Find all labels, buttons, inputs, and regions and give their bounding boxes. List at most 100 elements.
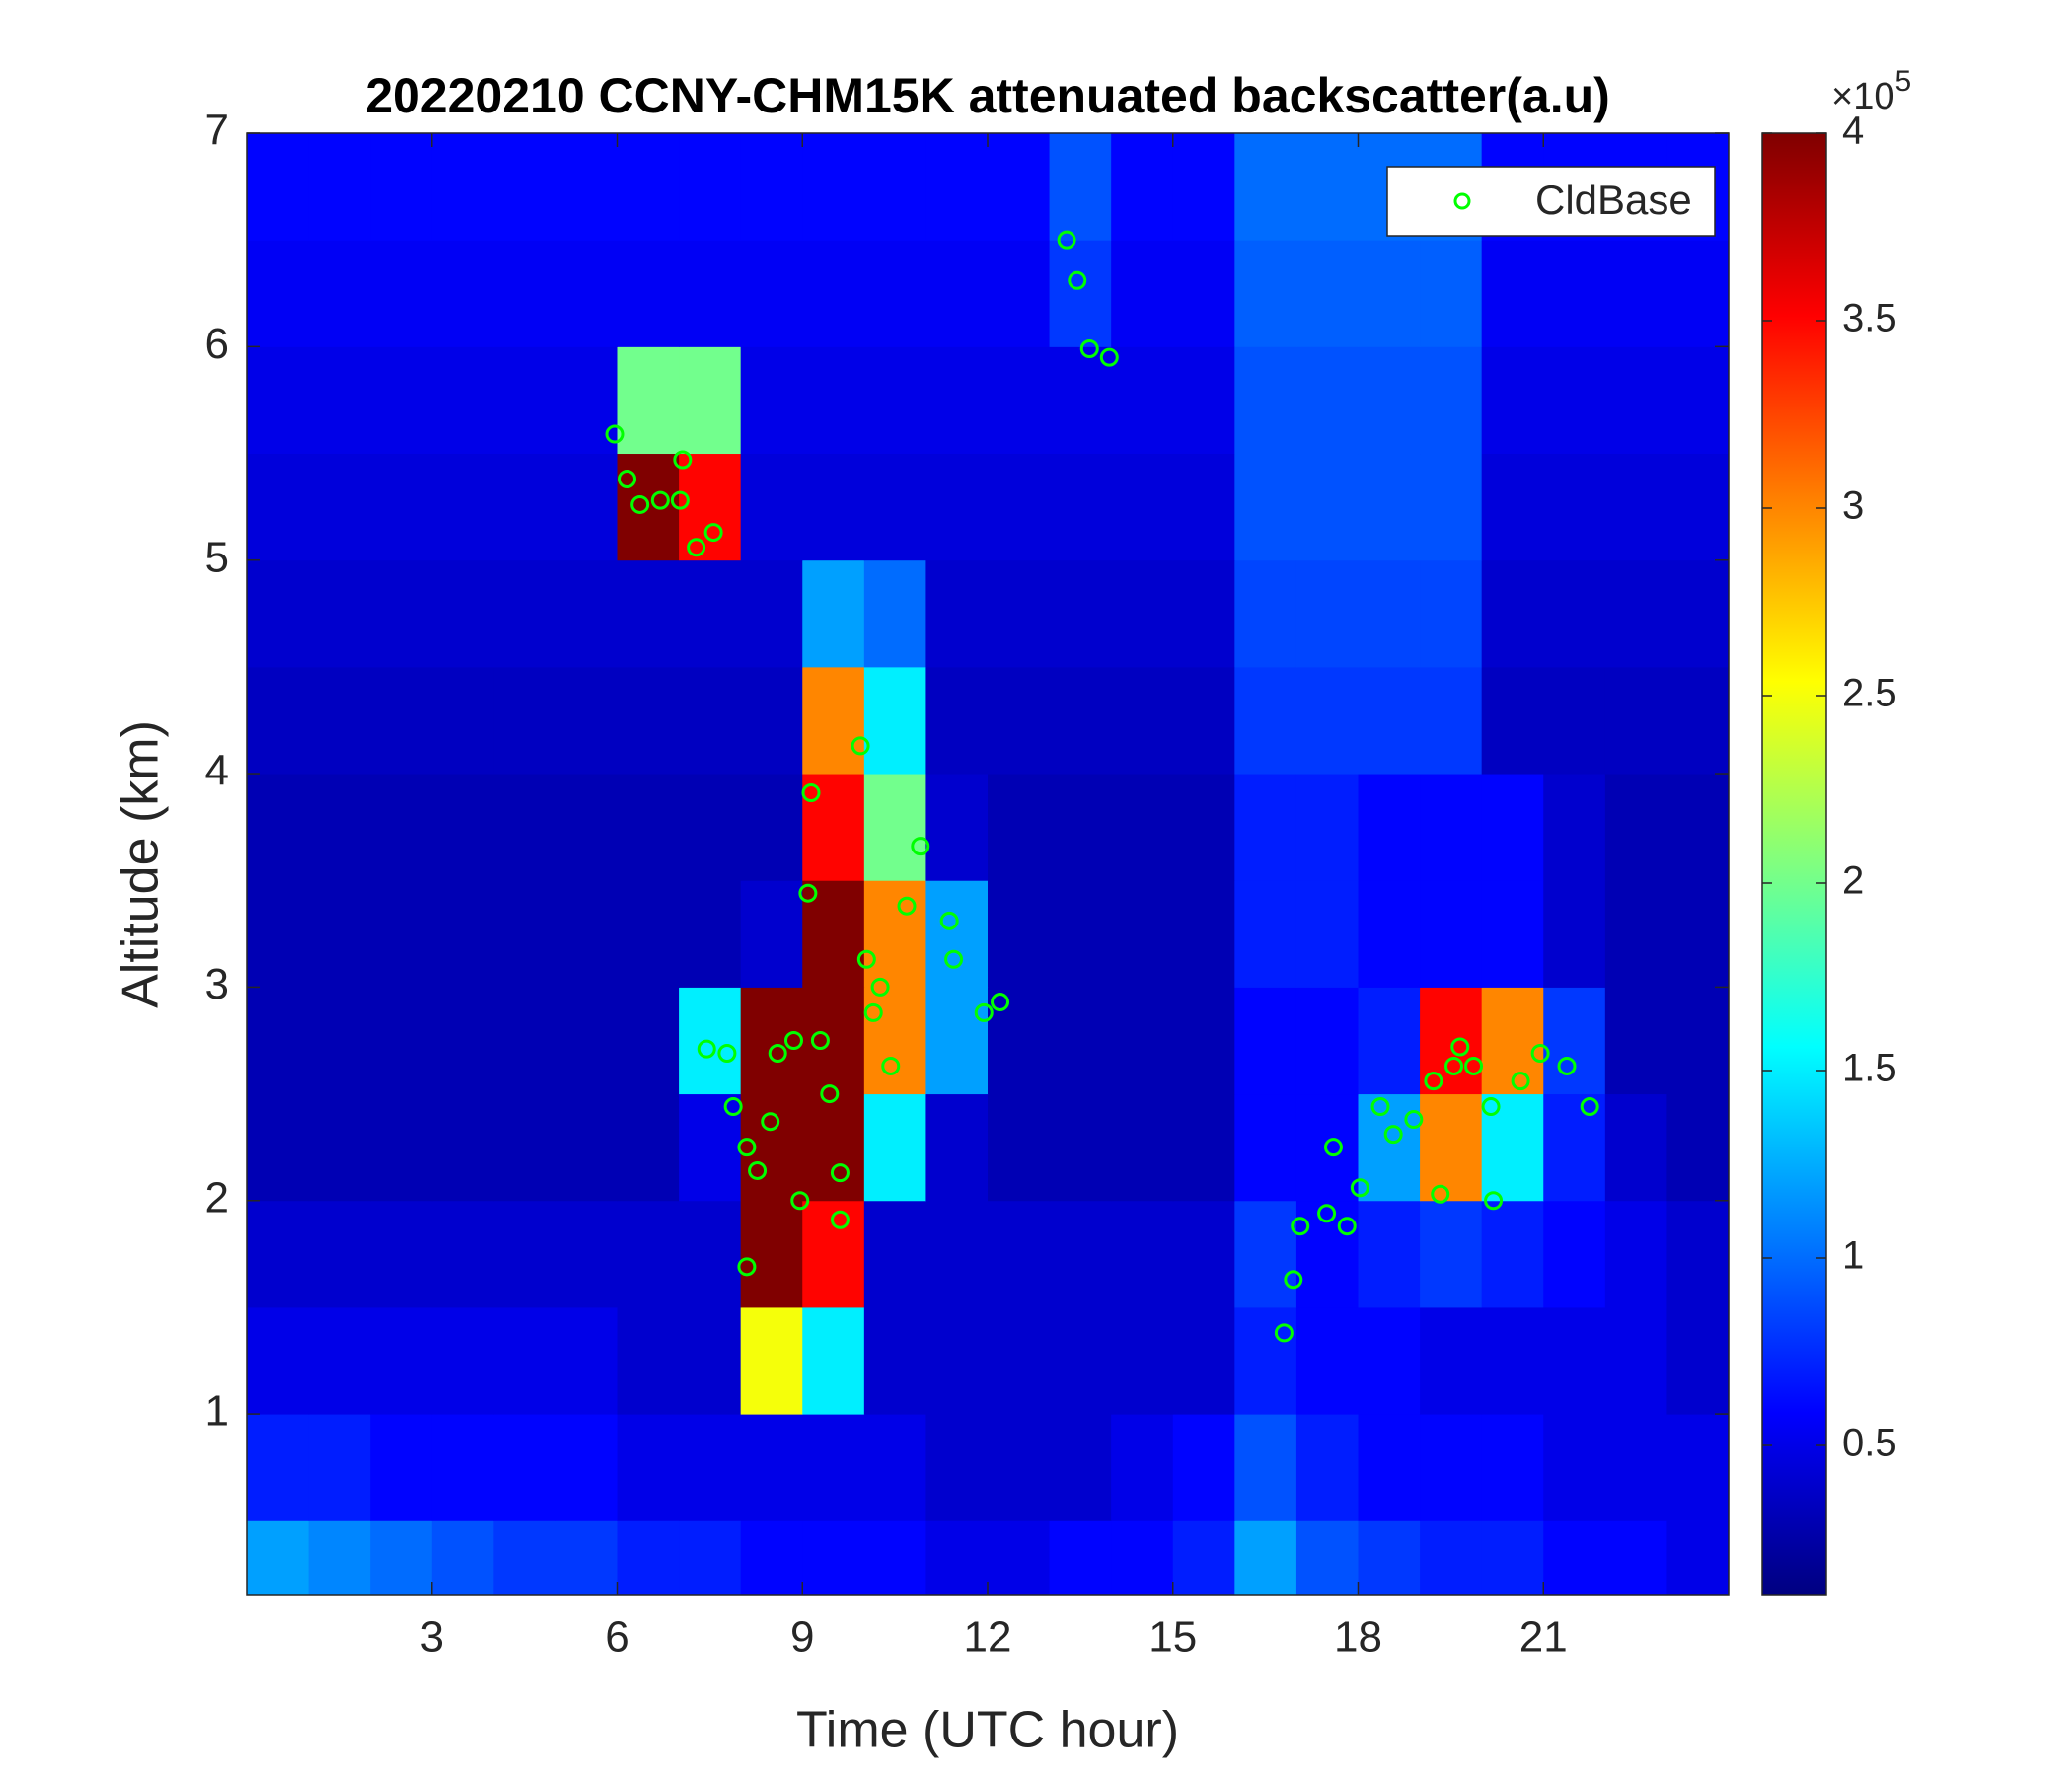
heatmap-cell [863,559,926,668]
heatmap-cell [1420,1414,1483,1521]
heatmap-cell [370,559,433,668]
heatmap-cell [1543,1306,1606,1415]
heatmap-cell [740,240,803,347]
cloud-base-point [1079,339,1099,359]
heatmap-cell [1666,987,1730,1095]
cloud-base-point [1580,1097,1599,1117]
heatmap-cell [1420,559,1483,668]
y-tick-label: 1 [205,1387,229,1436]
heatmap-cell [247,453,310,561]
heatmap-cell [555,453,618,561]
cloud-base-point [974,1002,994,1022]
heatmap-cell [1111,559,1174,668]
heatmap-cell [988,453,1051,561]
heatmap-cell [370,1520,433,1596]
heatmap-cell [679,559,742,668]
y-tick-label: 6 [205,320,229,368]
heatmap-cell [370,1200,433,1308]
cloud-base-point [911,837,930,856]
legend-marker [1453,192,1471,210]
heatmap-cell [1295,346,1359,455]
heatmap-cell [1604,1306,1667,1415]
heatmap-cell [247,880,310,988]
heatmap-cell [247,559,310,668]
heatmap-cell [1420,774,1483,881]
heatmap-cell [555,1306,618,1415]
heatmap-cell [1234,1306,1297,1415]
heatmap-cell [1420,1200,1483,1308]
cloud-base-point [737,1257,757,1277]
heatmap-cell [1358,666,1421,775]
cloud-base-point [790,1191,810,1211]
heatmap-cell [1420,666,1483,775]
heatmap-cell [1234,666,1297,775]
heatmap-cell [247,774,310,881]
cloud-base-point [856,949,876,969]
heatmap-cell [863,774,926,881]
heatmap-cell [1604,559,1667,668]
heatmap-cell [370,666,433,775]
heatmap-cell [1481,880,1544,988]
heatmap-cell [1420,1093,1483,1202]
heatmap-cell [1111,774,1174,881]
heatmap-cell [617,987,680,1095]
cloud-base-point [881,1056,901,1075]
heatmap-cell [1543,666,1606,775]
heatmap-cell [740,559,803,668]
heatmap-cell [431,453,494,561]
colorbar-tick-label: 4 [1842,110,1864,153]
heatmap-cell [1234,880,1297,988]
cloud-base-point [1464,1056,1484,1075]
heatmap-cell [1543,987,1606,1095]
cloud-base-point [1323,1138,1343,1157]
heatmap-cell [617,1200,680,1308]
heatmap-cell [679,774,742,881]
heatmap-cell [1295,774,1359,881]
heatmap-cell [740,1093,803,1202]
heatmap-cell [1049,1200,1112,1308]
cloud-base-point [1424,1072,1443,1091]
heatmap-cell [1049,880,1112,988]
heatmap-cell [1172,1093,1235,1202]
cloud-base-point [1350,1178,1369,1198]
heatmap-cell [740,133,803,241]
heatmap-cell [1604,1200,1667,1308]
heatmap-cell [555,774,618,881]
chart-title: 20220210 CCNY-CHM15K attenuated backscat… [365,68,1610,123]
cloud-base-point [673,450,693,470]
heatmap-cell [1295,987,1359,1095]
heatmap-cell [617,1306,680,1415]
heatmap-cell [740,1200,803,1308]
heatmap-cell [1481,1093,1544,1202]
heatmap-cell [1172,880,1235,988]
heatmap-cell [555,240,618,347]
heatmap-cell [863,666,926,775]
heatmap-cell [1234,987,1297,1095]
cloud-base-point [605,424,625,444]
cloud-base-point [851,736,870,756]
cloud-base-point [783,1030,803,1050]
heatmap-cell [1111,240,1174,347]
heatmap-cell [1172,666,1235,775]
heatmap-cell [1111,1306,1174,1415]
heatmap-cell [1481,1414,1544,1521]
colorbar-tick-label: 2.5 [1842,672,1897,715]
heatmap-cell [1049,1414,1112,1521]
heatmap-cell [617,240,680,347]
heatmap-cell [1604,880,1667,988]
x-tick-label: 9 [790,1613,814,1662]
cloud-base-point [1057,230,1076,250]
heatmap-cell [1358,774,1421,881]
heatmap-cell [555,880,618,988]
heatmap-cell [1172,559,1235,668]
heatmap-cell [1666,1093,1730,1202]
heatmap-cell [1543,1520,1606,1596]
heatmap-cell [679,346,742,455]
heatmap-cell [1481,1200,1544,1308]
heatmap-cell [802,559,865,668]
cloud-base-point [810,1030,830,1050]
heatmap-cell [493,133,556,241]
heatmap-cell [431,1414,494,1521]
heatmap-cell [925,774,989,881]
